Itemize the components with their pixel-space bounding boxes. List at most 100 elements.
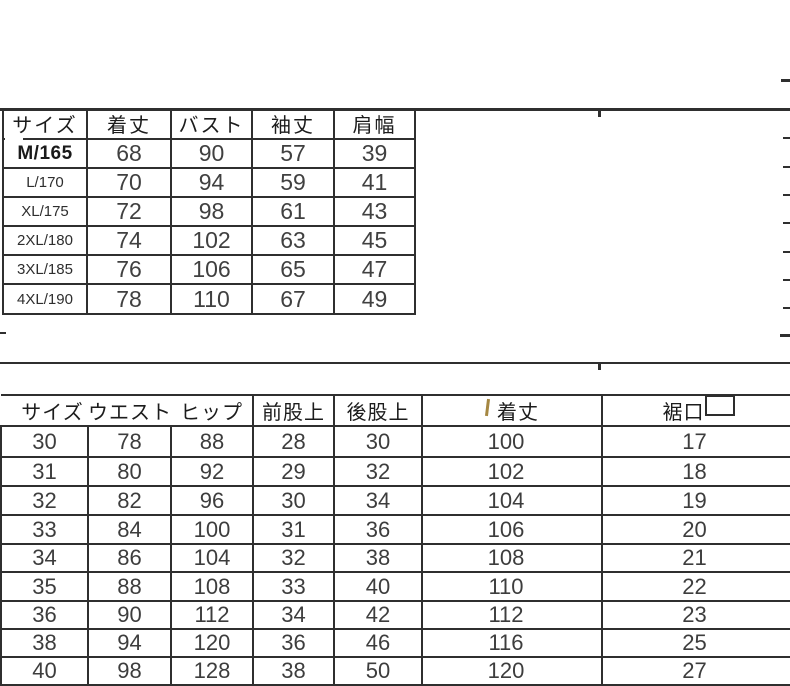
- table-row: L/170 70 94 59 41: [2, 167, 416, 198]
- table-cell: 112: [170, 600, 254, 630]
- column-header: 着丈: [86, 108, 172, 140]
- table-cell: 72: [86, 196, 172, 227]
- table-row: 36 90 112 34 42 112 23: [0, 600, 790, 630]
- table-cell: 90: [87, 600, 172, 630]
- table-cell: 106: [170, 254, 253, 285]
- table-row: XL/175 72 98 61 43: [2, 196, 416, 227]
- table-cell: 40: [0, 656, 89, 686]
- table-cell: 33: [0, 514, 89, 545]
- table-row: 34 86 104 32 38 108 21: [0, 543, 790, 573]
- size-label: XL/175: [2, 196, 88, 227]
- table-row: 40 98 128 38 50 120 27: [0, 656, 790, 686]
- table-cell: 65: [251, 254, 335, 285]
- size-label: M/165: [2, 138, 88, 169]
- size-label: 2XL/180: [2, 225, 88, 256]
- table-cell: 38: [333, 543, 423, 573]
- table-cell: 38: [252, 656, 335, 686]
- table-cell: 33: [252, 571, 335, 602]
- table-cell: 28: [252, 425, 335, 458]
- table-cell: 116: [421, 628, 603, 658]
- table-cell: 31: [0, 456, 89, 487]
- table-cell: 104: [170, 543, 254, 573]
- table-cell: 110: [170, 283, 253, 315]
- table-cell: 100: [421, 425, 603, 458]
- table-header-row: サイズ ウエスト ヒップ 前股上 後股上 着丈 裾口: [1, 394, 790, 427]
- table-cell: 38: [0, 628, 89, 658]
- table-header-row: サイズ 着丈 バスト 袖丈 肩幅: [2, 108, 416, 140]
- table-row: 33 84 100 31 36 106 20: [0, 514, 790, 545]
- table-cell: 98: [170, 196, 253, 227]
- size-label: 3XL/185: [2, 254, 88, 285]
- table-cell: 32: [252, 543, 335, 573]
- table-cell: 34: [252, 600, 335, 630]
- mid-rule-line: [0, 362, 790, 364]
- table-cell: 80: [87, 456, 172, 487]
- table-cell: 96: [170, 485, 254, 516]
- table-cell: 29: [252, 456, 335, 487]
- mid-rule-tick: [598, 364, 601, 370]
- table-cell: 23: [601, 600, 790, 630]
- table-cell: 88: [87, 571, 172, 602]
- table-cell: 46: [333, 628, 423, 658]
- table-cell: 67: [251, 283, 335, 315]
- table-cell: 102: [170, 225, 253, 256]
- table-cell: 82: [87, 485, 172, 516]
- table-cell: 31: [252, 514, 335, 545]
- column-header: ヒップ: [171, 394, 253, 427]
- table-cell: 76: [86, 254, 172, 285]
- table-cell: 35: [0, 571, 89, 602]
- table-cell: 45: [333, 225, 416, 256]
- edge-stub-7: [783, 307, 790, 309]
- mid-left-dash: [0, 332, 6, 334]
- table-cell: 41: [333, 167, 416, 198]
- table-row: 4XL/190 78 110 67 49: [2, 283, 416, 315]
- column-header: 後股上: [333, 394, 423, 427]
- table-cell: 98: [87, 656, 172, 686]
- edge-stub-4: [783, 222, 790, 224]
- edge-stub-1: [783, 137, 790, 139]
- table-cell: 47: [333, 254, 416, 285]
- table-cell: 17: [601, 425, 790, 458]
- column-header: 肩幅: [333, 108, 416, 140]
- table-cell: 49: [333, 283, 416, 315]
- table-cell: 100: [170, 514, 254, 545]
- mid-right-dash: [780, 334, 790, 337]
- table-cell: 78: [86, 283, 172, 315]
- table-cell: 112: [421, 600, 603, 630]
- table-cell: 50: [333, 656, 423, 686]
- table-cell: 19: [601, 485, 790, 516]
- table-cell: 68: [86, 138, 172, 169]
- table-cell: 21: [601, 543, 790, 573]
- edge-stub-5: [783, 251, 790, 253]
- tops-size-table: サイズ 着丈 バスト 袖丈 肩幅 M/165 68 90 57 39 L/170 70 94 59 41 XL…: [2, 108, 416, 315]
- table-row: 38 94 120 36 46 116 25: [0, 628, 790, 658]
- table-cell: 18: [601, 456, 790, 487]
- column-header: サイズ: [1, 394, 88, 427]
- table-cell: 40: [333, 571, 423, 602]
- table-cell: 34: [333, 485, 423, 516]
- table-cell: 86: [87, 543, 172, 573]
- table-cell: 20: [601, 514, 790, 545]
- table-cell: 84: [87, 514, 172, 545]
- table-cell: 27: [601, 656, 790, 686]
- table-row: 30 78 88 28 30 100 17: [0, 425, 790, 458]
- edge-stub-3: [783, 194, 790, 196]
- table-cell: 110: [421, 571, 603, 602]
- table-cell: 43: [333, 196, 416, 227]
- edge-stub-6: [783, 279, 790, 281]
- table-cell: 57: [251, 138, 335, 169]
- table-cell: 39: [333, 138, 416, 169]
- table-cell: 106: [421, 514, 603, 545]
- table-cell: 36: [0, 600, 89, 630]
- bottoms-size-table: サイズ ウエスト ヒップ 前股上 後股上 着丈 裾口 30 78 88 28 30 100 17 31 80 9…: [0, 394, 790, 686]
- table-cell: 78: [87, 425, 172, 458]
- table-row: M/165 68 90 57 39: [2, 138, 416, 169]
- table-cell: 63: [251, 225, 335, 256]
- table-cell: 120: [421, 656, 603, 686]
- table-cell: 32: [0, 485, 89, 516]
- table-cell: 74: [86, 225, 172, 256]
- table-cell: 36: [252, 628, 335, 658]
- table-cell: 61: [251, 196, 335, 227]
- table-cell: 59: [251, 167, 335, 198]
- table-cell: 90: [170, 138, 253, 169]
